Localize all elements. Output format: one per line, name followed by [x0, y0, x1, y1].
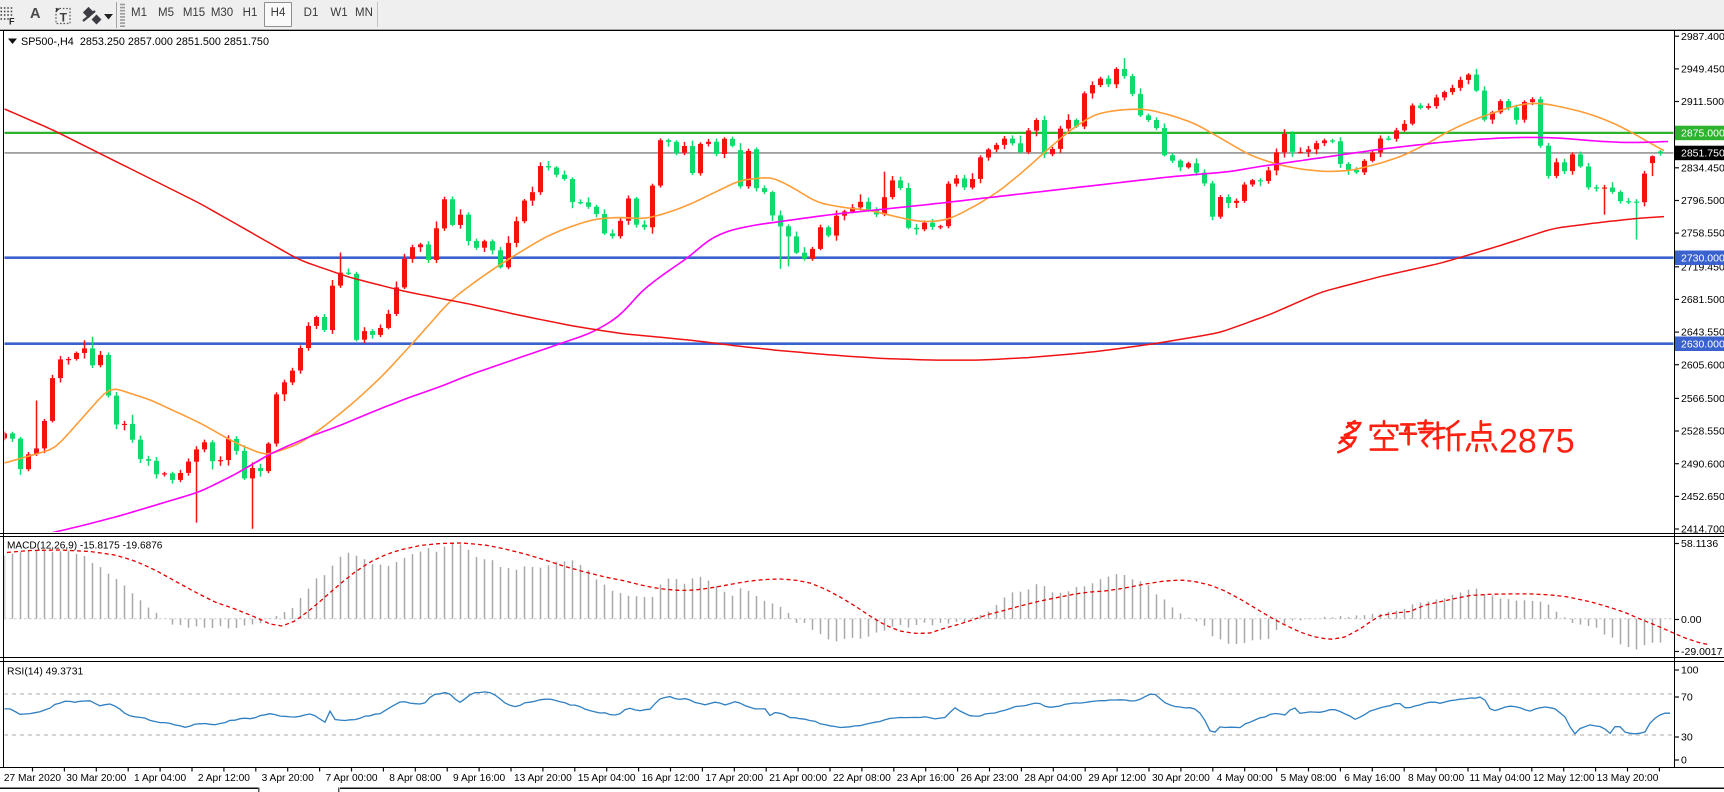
svg-text:15 Apr 04:00: 15 Apr 04:00: [578, 773, 636, 784]
svg-text:26 Apr 23:00: 26 Apr 23:00: [961, 773, 1019, 784]
svg-text:8 May 00:00: 8 May 00:00: [1408, 773, 1464, 784]
svg-text:4 May 00:00: 4 May 00:00: [1217, 773, 1273, 784]
svg-text:2834.450: 2834.450: [1681, 162, 1724, 174]
svg-text:2452.650: 2452.650: [1681, 491, 1724, 503]
svg-text:30: 30: [1681, 732, 1693, 744]
svg-text:3 Apr 20:00: 3 Apr 20:00: [262, 773, 314, 784]
svg-text:27 Mar 2020: 27 Mar 2020: [4, 773, 62, 784]
svg-text:13 May 20:00: 13 May 20:00: [1597, 773, 1659, 784]
svg-text:100: 100: [1681, 665, 1699, 677]
svg-text:13 Apr 20:00: 13 Apr 20:00: [514, 773, 572, 784]
svg-text:30 Apr 20:00: 30 Apr 20:00: [1152, 773, 1210, 784]
svg-text:16 Apr 12:00: 16 Apr 12:00: [642, 773, 700, 784]
svg-text:0.00: 0.00: [1681, 614, 1702, 626]
svg-text:2875.000: 2875.000: [1681, 128, 1724, 140]
svg-text:-29.0017: -29.0017: [1681, 646, 1723, 658]
svg-text:2796.500: 2796.500: [1681, 195, 1724, 207]
svg-text:2681.500: 2681.500: [1681, 294, 1724, 306]
svg-text:2414.700: 2414.700: [1681, 524, 1724, 536]
svg-text:58.1136: 58.1136: [1681, 538, 1718, 550]
svg-text:30 Mar 20:00: 30 Mar 20:00: [66, 773, 126, 784]
svg-text:9 Apr 16:00: 9 Apr 16:00: [453, 773, 505, 784]
svg-text:6 May 16:00: 6 May 16:00: [1344, 773, 1400, 784]
svg-text:2490.600: 2490.600: [1681, 458, 1724, 470]
svg-text:23 Apr 16:00: 23 Apr 16:00: [897, 773, 955, 784]
svg-text:70: 70: [1681, 692, 1693, 704]
svg-text:SP500-,H4 2853.250 2857.000 2: SP500-,H4 2853.250 2857.000 2851.500 285…: [21, 36, 269, 48]
svg-text:2851.750: 2851.750: [1681, 148, 1724, 160]
svg-text:8 Apr 08:00: 8 Apr 08:00: [389, 773, 441, 784]
svg-text:2730.000: 2730.000: [1681, 252, 1724, 264]
svg-text:2630.000: 2630.000: [1681, 338, 1724, 350]
svg-text:2758.550: 2758.550: [1681, 228, 1724, 240]
svg-text:2875: 2875: [1499, 423, 1575, 461]
svg-text:1 Apr 04:00: 1 Apr 04:00: [134, 773, 186, 784]
svg-text:2643.550: 2643.550: [1681, 327, 1724, 339]
svg-text:2605.600: 2605.600: [1681, 359, 1724, 371]
svg-text:RSI(14) 49.3731: RSI(14) 49.3731: [7, 667, 83, 678]
svg-text:2 Apr 12:00: 2 Apr 12:00: [198, 773, 250, 784]
svg-text:MACD(12,26,9) -15.8175 -19.687: MACD(12,26,9) -15.8175 -19.6876: [7, 541, 163, 552]
svg-text:12 May 12:00: 12 May 12:00: [1533, 773, 1595, 784]
svg-text:5 May 08:00: 5 May 08:00: [1280, 773, 1336, 784]
svg-text:29 Apr 12:00: 29 Apr 12:00: [1088, 773, 1146, 784]
svg-text:11 May 04:00: 11 May 04:00: [1469, 773, 1530, 784]
svg-text:2987.400: 2987.400: [1681, 31, 1724, 43]
svg-text:17 Apr 20:00: 17 Apr 20:00: [705, 773, 763, 784]
svg-text:21 Apr 00:00: 21 Apr 00:00: [769, 773, 827, 784]
svg-text:0: 0: [1681, 755, 1687, 767]
svg-text:28 Apr 04:00: 28 Apr 04:00: [1024, 773, 1082, 784]
svg-text:22 Apr 08:00: 22 Apr 08:00: [833, 773, 891, 784]
svg-text:7 Apr 00:00: 7 Apr 00:00: [325, 773, 377, 784]
svg-text:2911.500: 2911.500: [1681, 96, 1724, 108]
svg-text:2566.500: 2566.500: [1681, 393, 1724, 405]
svg-text:F: F: [9, 17, 15, 27]
svg-text:T: T: [60, 11, 68, 25]
svg-text:2949.450: 2949.450: [1681, 64, 1724, 76]
svg-text:2528.550: 2528.550: [1681, 426, 1724, 438]
